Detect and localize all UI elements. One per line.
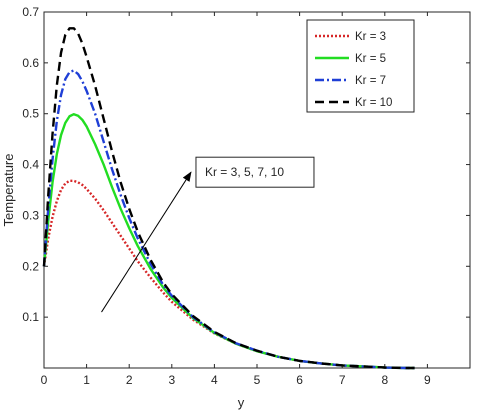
axes-layer: 0 1 2 3 4 5 6 7 8 9 0.1 0.2 0.3 0.4 0.5 0.6 0.7	[22, 5, 471, 387]
x-tick-label: 2	[126, 373, 133, 387]
annotation-box	[195, 156, 315, 188]
annotation-layer: Kr = 3, 5, 7, 10	[101, 156, 315, 313]
y-tick-label: 0.6	[22, 56, 39, 70]
y-tick-label: 0.3	[22, 208, 39, 222]
series-layer	[42, 27, 415, 370]
x-tick-label: 7	[339, 373, 346, 387]
y-tick-label: 0.2	[22, 259, 39, 273]
y-tick-label: 0.7	[22, 5, 39, 19]
x-tick-label: 8	[381, 373, 388, 387]
legend-entry-label: Kr = 3	[355, 31, 386, 43]
y-axis-label: Temperature	[1, 154, 16, 227]
x-tick-label: 9	[424, 373, 431, 387]
x-axis-label: y	[238, 395, 245, 410]
y-tick-label: 0.4	[22, 158, 39, 172]
y-tick-label: 0.5	[22, 107, 39, 121]
legend-entry-label: Kr = 10	[355, 97, 392, 109]
x-tick-label: 4	[211, 373, 218, 387]
legend-entry-label: Kr = 5	[355, 53, 386, 65]
x-tick-label: 0	[41, 373, 48, 387]
legend-entry-label: Kr = 7	[355, 75, 386, 87]
annotation-arrow	[101, 171, 192, 313]
legend-layer: Kr = 3 Kr = 5 Kr = 7 Kr = 10	[306, 19, 415, 113]
y-tick-label: 0.1	[22, 310, 39, 324]
x-tick-label: 3	[168, 373, 175, 387]
series-line-kr-7	[42, 69, 415, 370]
annotation-label: Kr = 3, 5, 7, 10	[205, 165, 284, 179]
x-tick-label: 6	[296, 373, 303, 387]
x-tick-label: 5	[254, 373, 261, 387]
x-tick-label: 1	[83, 373, 90, 387]
series-line-kr-5	[42, 113, 415, 370]
